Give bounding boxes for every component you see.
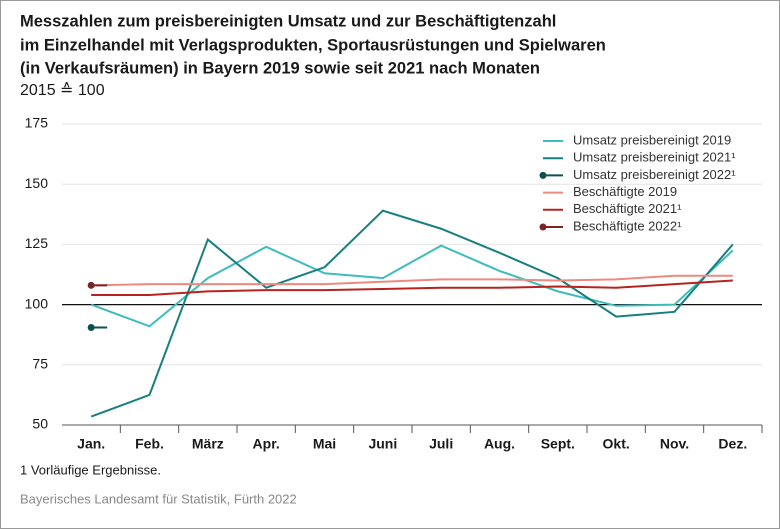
chart-title: (in Verkaufsräumen) in Bayern 2019 sowie… <box>20 59 540 77</box>
legend-label: Beschäftigte 2019 <box>573 184 677 199</box>
series-line <box>91 279 733 296</box>
legend-marker <box>539 223 547 231</box>
y-tick-label: 125 <box>25 235 49 251</box>
point <box>87 323 95 331</box>
x-tick-label: Juli <box>429 436 453 452</box>
x-tick-label: Nov. <box>660 436 689 452</box>
legend-label: Umsatz preisbereinigt 2021¹ <box>573 150 736 165</box>
legend-label: Beschäftigte 2022¹ <box>573 218 682 233</box>
y-tick-label: 50 <box>32 416 48 432</box>
y-tick-label: 150 <box>25 175 49 191</box>
series-line <box>91 274 733 287</box>
y-tick-label: 100 <box>25 295 49 311</box>
series-line <box>90 209 734 418</box>
x-tick-label: März <box>192 436 224 452</box>
legend-label: Beschäftigte 2021¹ <box>573 201 682 216</box>
x-tick-label: Juni <box>368 436 397 452</box>
legend-marker <box>539 171 547 179</box>
chart-title: Messzahlen zum preisbereinigten Umsatz u… <box>20 12 556 30</box>
chart-title: im Einzelhandel mit Verlagsprodukten, Sp… <box>20 36 606 54</box>
x-tick-label: Dez. <box>718 436 747 452</box>
x-tick-label: Feb. <box>135 436 164 452</box>
y-tick-label: 175 <box>25 115 49 131</box>
x-tick-label: Mai <box>313 436 336 452</box>
footnote: 1 Vorläufige Ergebnisse. <box>20 462 161 477</box>
source: Bayerisches Landesamt für Statistik, Für… <box>20 491 297 506</box>
chart-subtitle: 2015 ≙ 100 <box>20 82 105 99</box>
y-tick-label: 75 <box>32 356 48 372</box>
x-tick-label: Aug. <box>484 436 515 452</box>
series-line <box>90 244 734 328</box>
legend-label: Umsatz preisbereinigt 2019 <box>573 132 731 147</box>
x-tick-label: Okt. <box>603 436 630 452</box>
point <box>87 281 95 289</box>
legend-label: Umsatz preisbereinigt 2022¹ <box>573 167 736 182</box>
x-tick-label: Sept. <box>541 436 575 452</box>
x-tick-label: Apr. <box>253 436 280 452</box>
x-tick-label: Jan. <box>77 436 105 452</box>
